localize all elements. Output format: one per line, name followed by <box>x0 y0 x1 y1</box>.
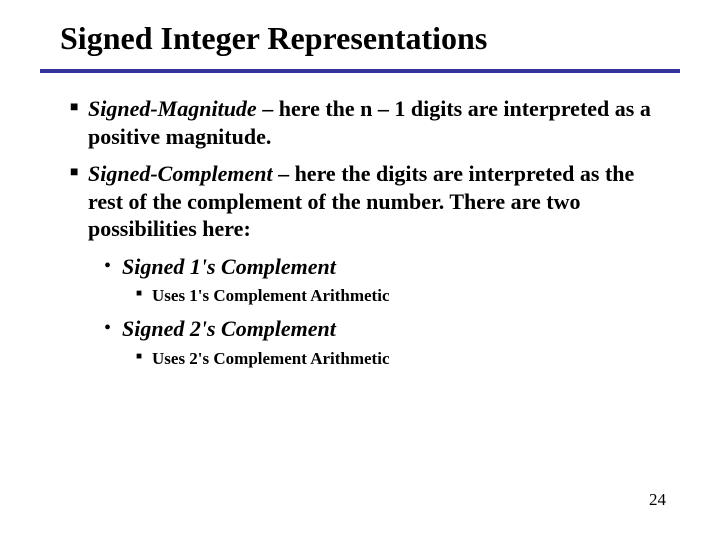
sub-sub-bullet-2s: Uses 2's Complement Arithmetic <box>136 348 670 370</box>
slide: Signed Integer Representations Signed-Ma… <box>0 0 720 540</box>
page-number: 24 <box>649 490 666 510</box>
slide-title: Signed Integer Representations <box>60 20 680 57</box>
term-signed-magnitude: Signed-Magnitude <box>88 96 257 121</box>
sub-sub-text-1s: Uses 1's Complement Arithmetic <box>152 286 390 305</box>
title-underline <box>40 69 680 73</box>
sep-1: – <box>273 161 295 186</box>
sep-0: – <box>257 96 279 121</box>
sub-label-2s: Signed 2's Complement <box>122 316 336 341</box>
sub-sub-list-2s: Uses 2's Complement Arithmetic <box>104 348 670 370</box>
sub-bullet-1s: Signed 1's Complement <box>104 253 670 282</box>
sub-bullet-2s: Signed 2's Complement <box>104 315 670 344</box>
sub-sub-list-1s: Uses 1's Complement Arithmetic <box>104 285 670 307</box>
bullet-signed-complement: Signed-Complement – here the digits are … <box>70 160 670 243</box>
sub-list: Signed 1's Complement Uses 1's Complemen… <box>70 253 670 370</box>
sub-sub-text-2s: Uses 2's Complement Arithmetic <box>152 349 390 368</box>
term-signed-complement: Signed-Complement <box>88 161 273 186</box>
bullet-signed-magnitude: Signed-Magnitude – here the n – 1 digits… <box>70 95 670 150</box>
content-area: Signed-Magnitude – here the n – 1 digits… <box>40 95 680 370</box>
sub-label-1s: Signed 1's Complement <box>122 254 336 279</box>
sub-sub-bullet-1s: Uses 1's Complement Arithmetic <box>136 285 670 307</box>
